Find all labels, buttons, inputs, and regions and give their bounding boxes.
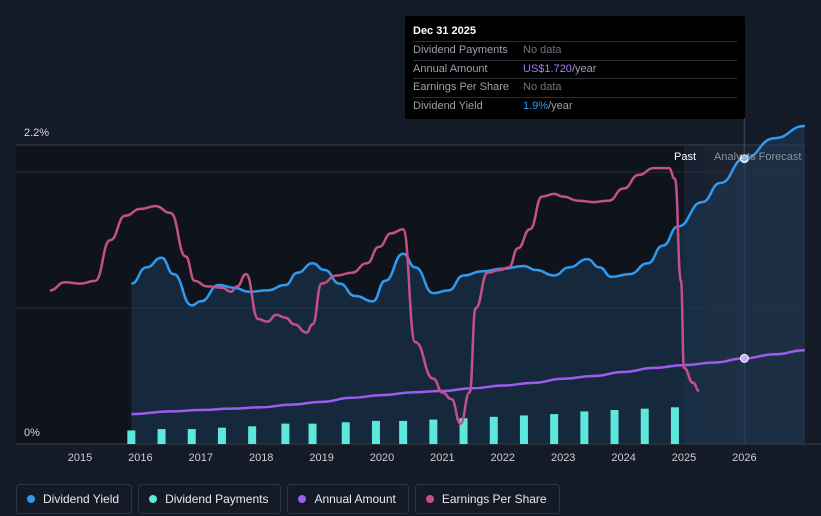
dividend-payment-bar: [217, 427, 226, 444]
dividend-payment-bar: [341, 422, 350, 444]
dividend-payment-bar: [127, 430, 136, 444]
dividend-yield-marker: [739, 154, 749, 164]
legend-dot-icon: [27, 495, 35, 503]
x-tick-label: 2021: [430, 452, 454, 464]
x-tick-label: 2023: [551, 452, 575, 464]
legend-label: Dividend Yield: [43, 492, 120, 506]
dividend-payment-bar: [550, 414, 559, 444]
dividend-payment-bar: [489, 416, 498, 444]
x-tick-label: 2020: [370, 452, 394, 464]
legend-dot-icon: [425, 495, 434, 503]
y-top-label: 2.2%: [24, 127, 49, 139]
tooltip-label: Earnings Per Share: [413, 81, 509, 93]
dividend-payment-bar: [157, 429, 166, 444]
dividend-payment-bar: [670, 407, 679, 444]
dividend-payment-bar: [640, 408, 649, 444]
x-tick-label: 2017: [189, 452, 213, 464]
tooltip-label: Dividend Payments: [413, 44, 508, 56]
dividend-yield-line: [131, 124, 805, 307]
x-tick-label: 2022: [491, 452, 515, 464]
dividend-payment-bar: [308, 423, 317, 444]
legend-label: Annual Amount: [314, 492, 396, 506]
dividend-payment-bar: [371, 420, 380, 444]
tooltip-label: Annual Amount: [413, 62, 488, 75]
earnings-per-share-line: [49, 166, 700, 425]
legend-annual-amount[interactable]: Annual Amount: [287, 484, 409, 514]
tooltip-value-text: No data: [523, 44, 562, 56]
dividend-payment-bar: [610, 410, 619, 444]
past-zone-label: Past: [674, 151, 696, 163]
forecast-zone-label: Analysts Forecast: [714, 151, 801, 163]
dividend-payment-bar: [429, 419, 438, 444]
legend-dividend-yield[interactable]: Dividend Yield: [16, 484, 133, 514]
x-tick-label: 2016: [128, 452, 152, 464]
dividend-chart: 2.2% 0% Past Analysts Forecast 2015 2016 2…: [16, 118, 821, 464]
tooltip-value-text: 1.9%: [523, 99, 549, 112]
tooltip-value: 1.9%/year: [523, 98, 573, 116]
tooltip-date: Dec 31 2025: [413, 25, 476, 37]
dividend-yield-area: [131, 125, 805, 445]
dividend-payment-bar: [580, 411, 589, 444]
tooltip-unit: /year: [571, 62, 597, 75]
legend-label: Dividend Payments: [165, 492, 269, 506]
annual-amount-marker: [739, 353, 749, 363]
tooltip-row-earnings-per-share: Earnings Per Share No data: [413, 78, 737, 97]
x-tick-label: 2019: [309, 452, 333, 464]
x-tick-label: 2024: [611, 452, 635, 464]
legend-earnings-per-share[interactable]: Earnings Per Share: [414, 484, 560, 514]
tooltip-value: US$1.720/year: [523, 61, 596, 79]
tooltip-unit: /year: [548, 99, 573, 112]
chart-tooltip: Dec 31 2025 Dividend Payments No data An…: [405, 16, 745, 119]
legend-label: Earnings Per Share: [441, 492, 547, 506]
x-tick-label: 2015: [68, 452, 92, 464]
tooltip-row-annual-amount: Annual Amount US$1.720/year: [413, 59, 737, 79]
legend-dot-icon: [298, 495, 307, 503]
tooltip-row-dividend-yield: Dividend Yield 1.9%/year: [413, 96, 737, 116]
tooltip-label: Dividend Yield: [413, 99, 483, 112]
dividend-payment-bar: [281, 423, 290, 444]
x-tick-label: 2025: [672, 452, 696, 464]
chart-legend: Dividend Yield Dividend Payments Annual …: [16, 484, 560, 514]
tooltip-value: No data: [523, 42, 562, 60]
annual-amount-line: [131, 348, 805, 416]
x-tick-label: 2018: [249, 452, 273, 464]
tooltip-value: No data: [523, 79, 562, 97]
tooltip-row-dividend-payments: Dividend Payments No data: [413, 41, 737, 60]
legend-dividend-payments[interactable]: Dividend Payments: [138, 484, 282, 514]
dividend-payment-bar: [187, 429, 196, 444]
tooltip-value-text: No data: [523, 81, 562, 93]
y-bottom-label: 0%: [24, 427, 40, 439]
x-tick-label: 2026: [732, 452, 756, 464]
dividend-payment-bar: [519, 415, 528, 444]
dividend-payment-bar: [399, 420, 408, 444]
legend-dot-icon: [149, 495, 158, 503]
dividend-payment-bar: [459, 418, 468, 444]
dividend-payment-bar: [248, 426, 257, 444]
tooltip-value-text: US$1.720: [523, 62, 572, 75]
